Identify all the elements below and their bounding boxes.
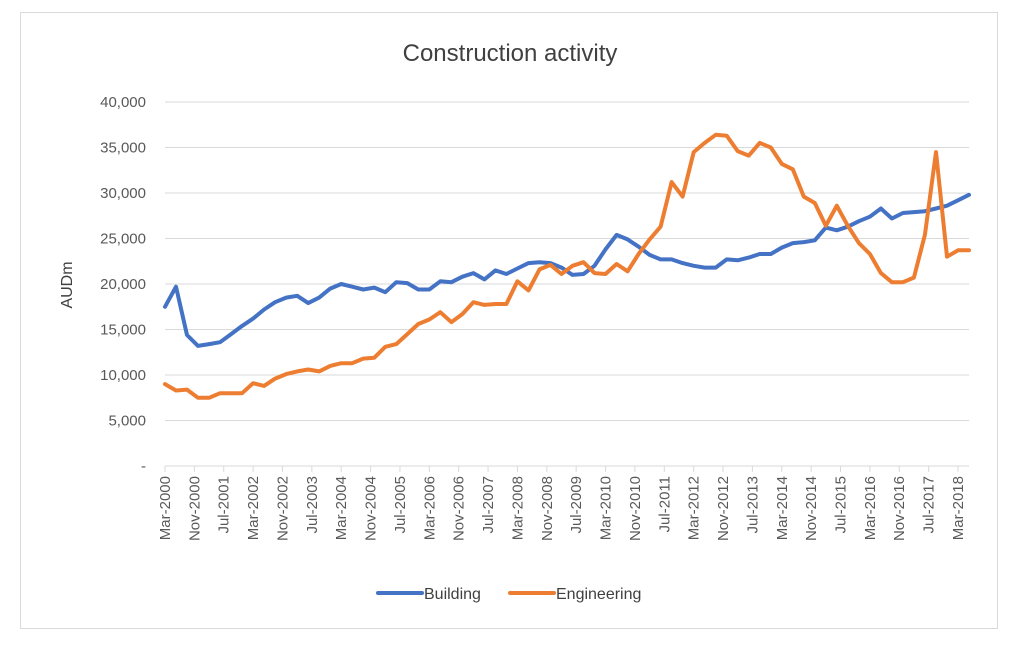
series-lines	[163, 132, 971, 400]
series-line-engineering	[163, 132, 971, 400]
y-tick-label: 35,000	[100, 140, 146, 157]
x-tick-label: Mar-2006	[421, 476, 438, 540]
x-tick-label: Jul-2011	[656, 476, 673, 532]
y-tick-label: 20,000	[100, 276, 146, 293]
x-tick-label: Nov-2008	[539, 476, 556, 541]
x-tick-label: Jul-2005	[392, 476, 409, 534]
x-tick-label: Mar-2018	[950, 476, 967, 540]
x-tick-label: Nov-2002	[274, 476, 291, 541]
x-tick-label: Mar-2004	[333, 476, 350, 540]
x-tick-label: Nov-2006	[451, 476, 468, 541]
x-tick-label: Nov-2010	[627, 476, 644, 541]
x-axis-ticks: Mar-2000 Nov-2000 Jul-2001 Mar-2002 Nov-2002…	[157, 466, 967, 541]
x-tick-label: Mar-2012	[686, 476, 703, 540]
x-tick-label: Mar-2002	[245, 476, 262, 540]
y-axis-label: AUDm	[59, 261, 76, 308]
x-tick-label: Jul-2009	[568, 476, 585, 534]
x-tick-label: Jul-2017	[921, 476, 938, 534]
y-tick-label: 25,000	[100, 231, 146, 248]
y-tick-label: 10,000	[100, 367, 146, 384]
legend-label-building: Building	[424, 586, 481, 603]
x-tick-label: Nov-2014	[803, 476, 820, 541]
y-tick-label: 15,000	[100, 322, 146, 339]
x-tick-label: Mar-2000	[157, 476, 174, 540]
chart-title: Construction activity	[403, 40, 618, 67]
y-axis-ticks: - 5,000 10,000 15,000 20,000 25,000 30,000 35,0…	[100, 94, 146, 475]
x-tick-label: Nov-2016	[891, 476, 908, 541]
x-tick-label: Jul-2013	[744, 476, 761, 534]
x-tick-label: Jul-2007	[480, 476, 497, 534]
x-tick-label: Mar-2016	[862, 476, 879, 540]
x-tick-label: Mar-2008	[509, 476, 526, 540]
y-tick-label: 40,000	[100, 94, 146, 111]
x-tick-label: Nov-2012	[715, 476, 732, 541]
legend-label-engineering: Engineering	[556, 586, 641, 603]
x-tick-label: Mar-2010	[598, 476, 615, 540]
legend: Building Engineering	[376, 586, 641, 603]
x-tick-label: Jul-2003	[304, 476, 321, 534]
x-tick-label: Jul-2001	[216, 476, 233, 534]
gridlines	[165, 101, 969, 467]
y-tick-label: 30,000	[100, 185, 146, 202]
y-tick-label: 5,000	[108, 413, 146, 430]
x-tick-label: Jul-2015	[833, 476, 850, 534]
x-tick-label: Nov-2004	[363, 476, 380, 541]
y-tick-label: -	[141, 458, 146, 475]
x-tick-label: Mar-2014	[774, 476, 791, 540]
x-tick-label: Nov-2000	[186, 476, 203, 541]
